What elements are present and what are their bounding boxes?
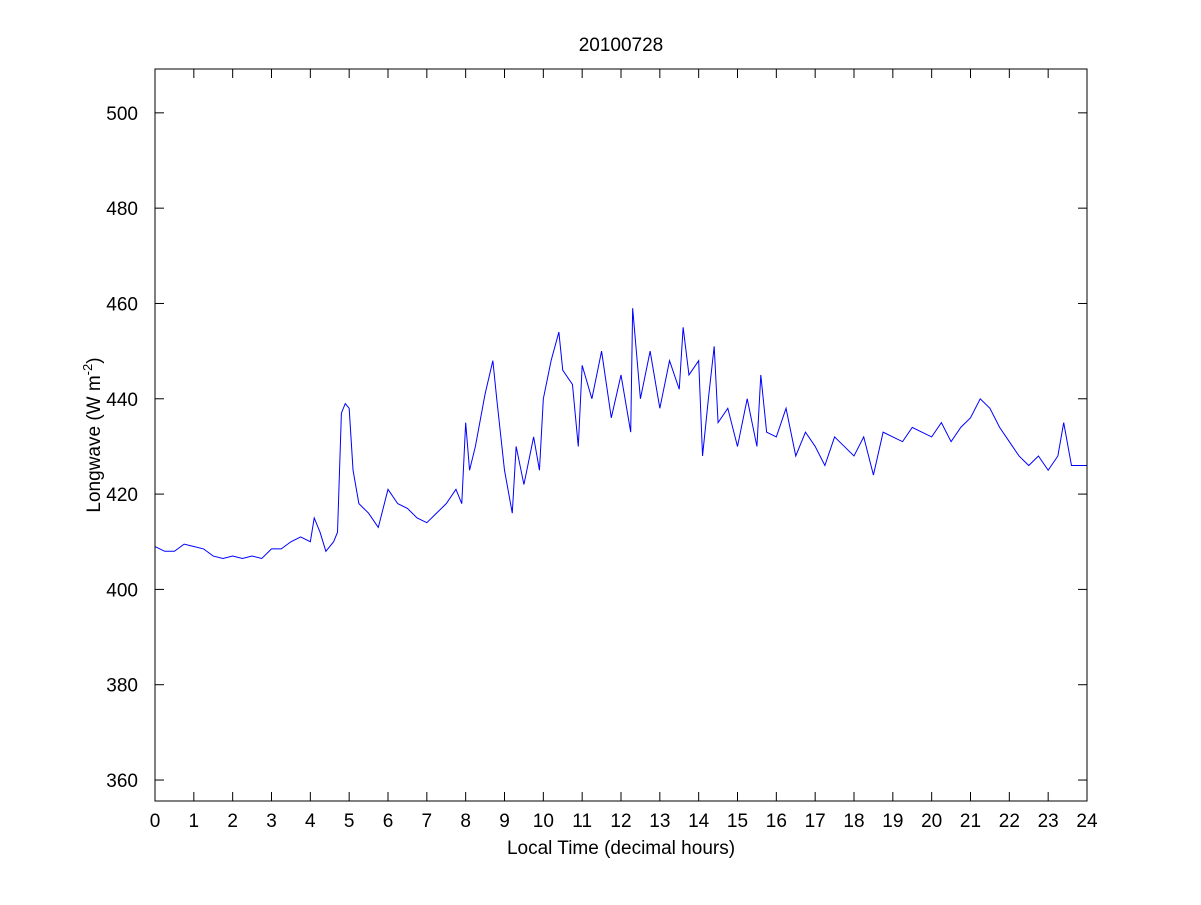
x-tick-label: 2 xyxy=(227,811,238,832)
x-tick-label: 21 xyxy=(960,811,981,832)
x-tick-label: 8 xyxy=(460,811,471,832)
x-tick-label: 9 xyxy=(499,811,510,832)
y-tick-label: 500 xyxy=(106,104,138,125)
x-tick-label: 7 xyxy=(422,811,433,832)
x-tick-label: 11 xyxy=(572,811,592,832)
x-tick-label: 20 xyxy=(921,811,942,832)
y-tick-label: 440 xyxy=(106,390,138,411)
x-tick-label: 19 xyxy=(882,811,903,832)
x-tick-label: 14 xyxy=(688,811,710,832)
x-tick-label: 18 xyxy=(843,811,864,832)
data-line xyxy=(154,308,1087,559)
x-tick-label: 5 xyxy=(344,811,355,832)
y-tick-label: 480 xyxy=(106,199,138,220)
x-tick-label: 3 xyxy=(266,811,277,832)
y-axis-label-main: Longwave (W m xyxy=(84,375,105,512)
x-axis-label: Local Time (decimal hours) xyxy=(507,838,735,859)
x-tick-label: 22 xyxy=(999,811,1020,832)
x-tick-label: 0 xyxy=(150,811,161,832)
x-tick-label: 1 xyxy=(189,811,200,832)
x-tick-label: 23 xyxy=(1038,811,1059,832)
y-tick-label: 380 xyxy=(106,676,138,697)
y-tick-label: 360 xyxy=(106,771,138,792)
x-tick-label: 13 xyxy=(649,811,670,832)
y-axis-label-sup: -2 xyxy=(80,364,95,376)
x-tick-label: 17 xyxy=(805,811,826,832)
x-tick-label: 24 xyxy=(1076,811,1098,832)
x-tick-label: 12 xyxy=(610,811,631,832)
x-tick-label: 10 xyxy=(533,811,554,832)
y-tick-label: 420 xyxy=(106,485,138,506)
chart-title: 20100728 xyxy=(579,35,664,56)
x-tick-label: 4 xyxy=(305,811,316,832)
y-tick-label: 460 xyxy=(106,294,138,315)
x-tick-label: 16 xyxy=(766,811,787,832)
x-tick-label: 15 xyxy=(727,811,748,832)
y-axis-label: Longwave (W m-2) xyxy=(80,357,105,512)
y-axis-label-end: ) xyxy=(84,357,105,363)
x-tick-label: 6 xyxy=(383,811,394,832)
y-tick-label: 400 xyxy=(106,580,138,601)
